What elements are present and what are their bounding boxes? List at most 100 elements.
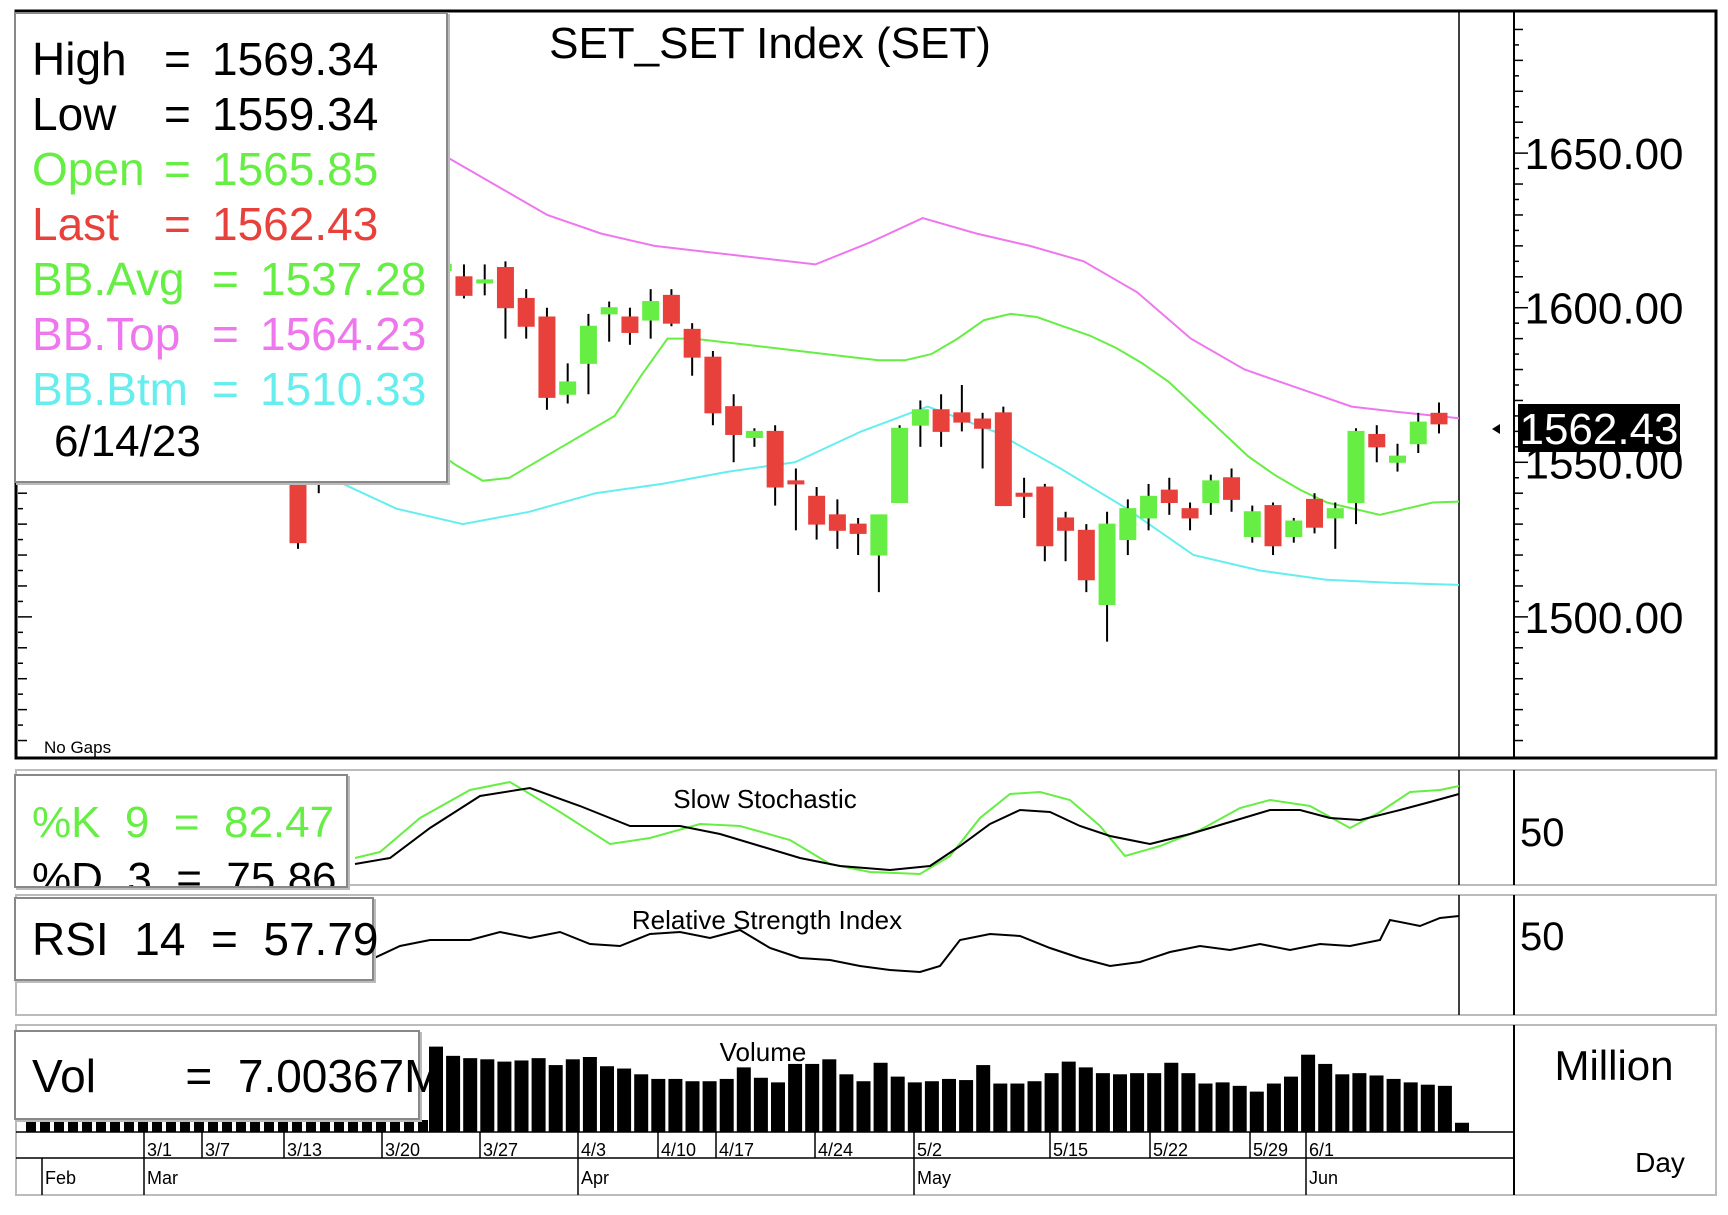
info-row-high: High = 1569.34 (32, 32, 378, 86)
info-row-equals: = (212, 363, 239, 415)
bollinger-bands (329, 152, 1460, 586)
volume-bar (600, 1066, 614, 1132)
info-row-bb-avg: BB.Avg = 1537.28 (32, 252, 426, 306)
info-row-bb-top: BB.Top = 1564.23 (32, 307, 426, 361)
info-row-value: 1564.23 (260, 308, 427, 360)
volume-bar (942, 1078, 956, 1132)
info-row-label: Last (32, 198, 119, 250)
bb-btm-line (329, 405, 1460, 586)
volume-bars (26, 1046, 1469, 1132)
volume-bar (1010, 1083, 1025, 1132)
month-label: May (917, 1168, 951, 1188)
last-price-arrow (1492, 424, 1500, 434)
bb-avg-line (429, 312, 1460, 516)
volume-bar (1164, 1062, 1179, 1132)
volume-bar (1232, 1085, 1247, 1132)
volume-bar (565, 1059, 580, 1132)
volume-bar (1352, 1073, 1367, 1132)
volume-bar-small (418, 1120, 428, 1132)
volume-bar-small (110, 1120, 120, 1132)
week-label: 3/13 (287, 1140, 322, 1160)
info-row-label: BB.Btm (32, 363, 188, 415)
price-info-box: High = 1569.34 Low = 1559.34 Open = 1565.85 Last =… (14, 12, 448, 483)
volume-bar-small (404, 1120, 414, 1132)
volume-bar (1078, 1067, 1093, 1132)
candle-body (621, 316, 639, 333)
volume-bar (1403, 1082, 1418, 1132)
price-tick-label: 1500.00 (1524, 594, 1683, 643)
info-row-equals: = (164, 143, 191, 195)
candle-body (1347, 430, 1365, 503)
volume-bar (463, 1058, 478, 1132)
volume-bar (1420, 1084, 1435, 1132)
stoch-d-value: %D 3 = 75.86 (32, 854, 337, 888)
volume-bar (685, 1081, 700, 1132)
candle-body (932, 409, 950, 432)
info-row-label: Low (32, 88, 117, 140)
candle-body (1243, 511, 1261, 537)
candle-body (579, 325, 597, 364)
volume-bar (1198, 1083, 1213, 1132)
candle-body (1119, 508, 1137, 541)
volume-bar (668, 1078, 683, 1132)
volume-bar-small (292, 1120, 302, 1132)
volume-bar (702, 1081, 717, 1132)
volume-bar (429, 1046, 443, 1132)
volume-bar (1369, 1075, 1384, 1132)
candle-body (1015, 492, 1033, 497)
volume-bar-small (376, 1120, 386, 1132)
info-row-value: 1562.43 (212, 198, 379, 250)
rsi-title: Relative Strength Index (632, 905, 902, 935)
candle-body (600, 307, 618, 315)
price-tick-label: 1600.00 (1524, 285, 1683, 334)
volume-bar (1061, 1061, 1076, 1132)
week-label: 4/3 (581, 1140, 606, 1160)
volume-bar-small (348, 1120, 358, 1132)
volume-bar (976, 1065, 991, 1132)
period-label: Day (1635, 1147, 1685, 1178)
week-label: 5/15 (1053, 1140, 1088, 1160)
stoch-info-box: %K 9 = 82.47 %D 3 = 75.86 (14, 774, 348, 888)
volume-bar (856, 1081, 871, 1132)
month-label: Feb (45, 1168, 76, 1188)
info-row-last: Last = 1562.43 (32, 197, 378, 251)
volume-bar-small (320, 1120, 330, 1132)
volume-bar (1284, 1076, 1298, 1132)
candle-body (1430, 412, 1448, 425)
volume-bar (1266, 1083, 1281, 1132)
candle-body (1389, 455, 1407, 463)
volume-bar (907, 1082, 922, 1132)
volume-bar-small (166, 1120, 176, 1132)
candle-body (1409, 421, 1427, 445)
info-row-label: BB.Avg (32, 253, 185, 305)
volume-bar (1027, 1081, 1042, 1132)
info-row-equals: = (164, 88, 191, 140)
candle-body (517, 297, 535, 327)
volume-bar-small (138, 1120, 148, 1132)
info-row-label: BB.Top (32, 308, 181, 360)
stoch-title: Slow Stochastic (673, 784, 857, 814)
volume-bar (993, 1083, 1008, 1132)
info-row-label: Open (32, 143, 145, 195)
candle-body (766, 430, 784, 488)
rsi-info-box: RSI 14 = 57.79 (14, 897, 379, 981)
volume-bar-small (236, 1120, 246, 1132)
price-tick-label: 1650.00 (1524, 130, 1683, 179)
volume-bar-small (82, 1120, 92, 1132)
volume-bar (1113, 1074, 1127, 1132)
info-row-value: 1537.28 (260, 253, 427, 305)
candle-body (1264, 505, 1282, 547)
candle-body (808, 495, 826, 525)
candle-body (1223, 477, 1241, 500)
volume-bar (719, 1078, 734, 1132)
x-axis-labels: 3/1 3/7 3/13 3/20 3/27 4/3 4/10 4/17 4/24 5/2 5/15… (41, 1132, 1338, 1195)
volume-bar-small (208, 1120, 218, 1132)
info-row-label: High (32, 33, 127, 85)
volume-bar (873, 1062, 888, 1132)
info-row-bb-btm: BB.Btm = 1510.33 (32, 362, 426, 416)
candle-body (1202, 480, 1220, 503)
candle-body (1160, 489, 1178, 503)
info-row-low: Low = 1559.34 (32, 87, 378, 141)
stoch-k-line (354, 780, 1460, 876)
